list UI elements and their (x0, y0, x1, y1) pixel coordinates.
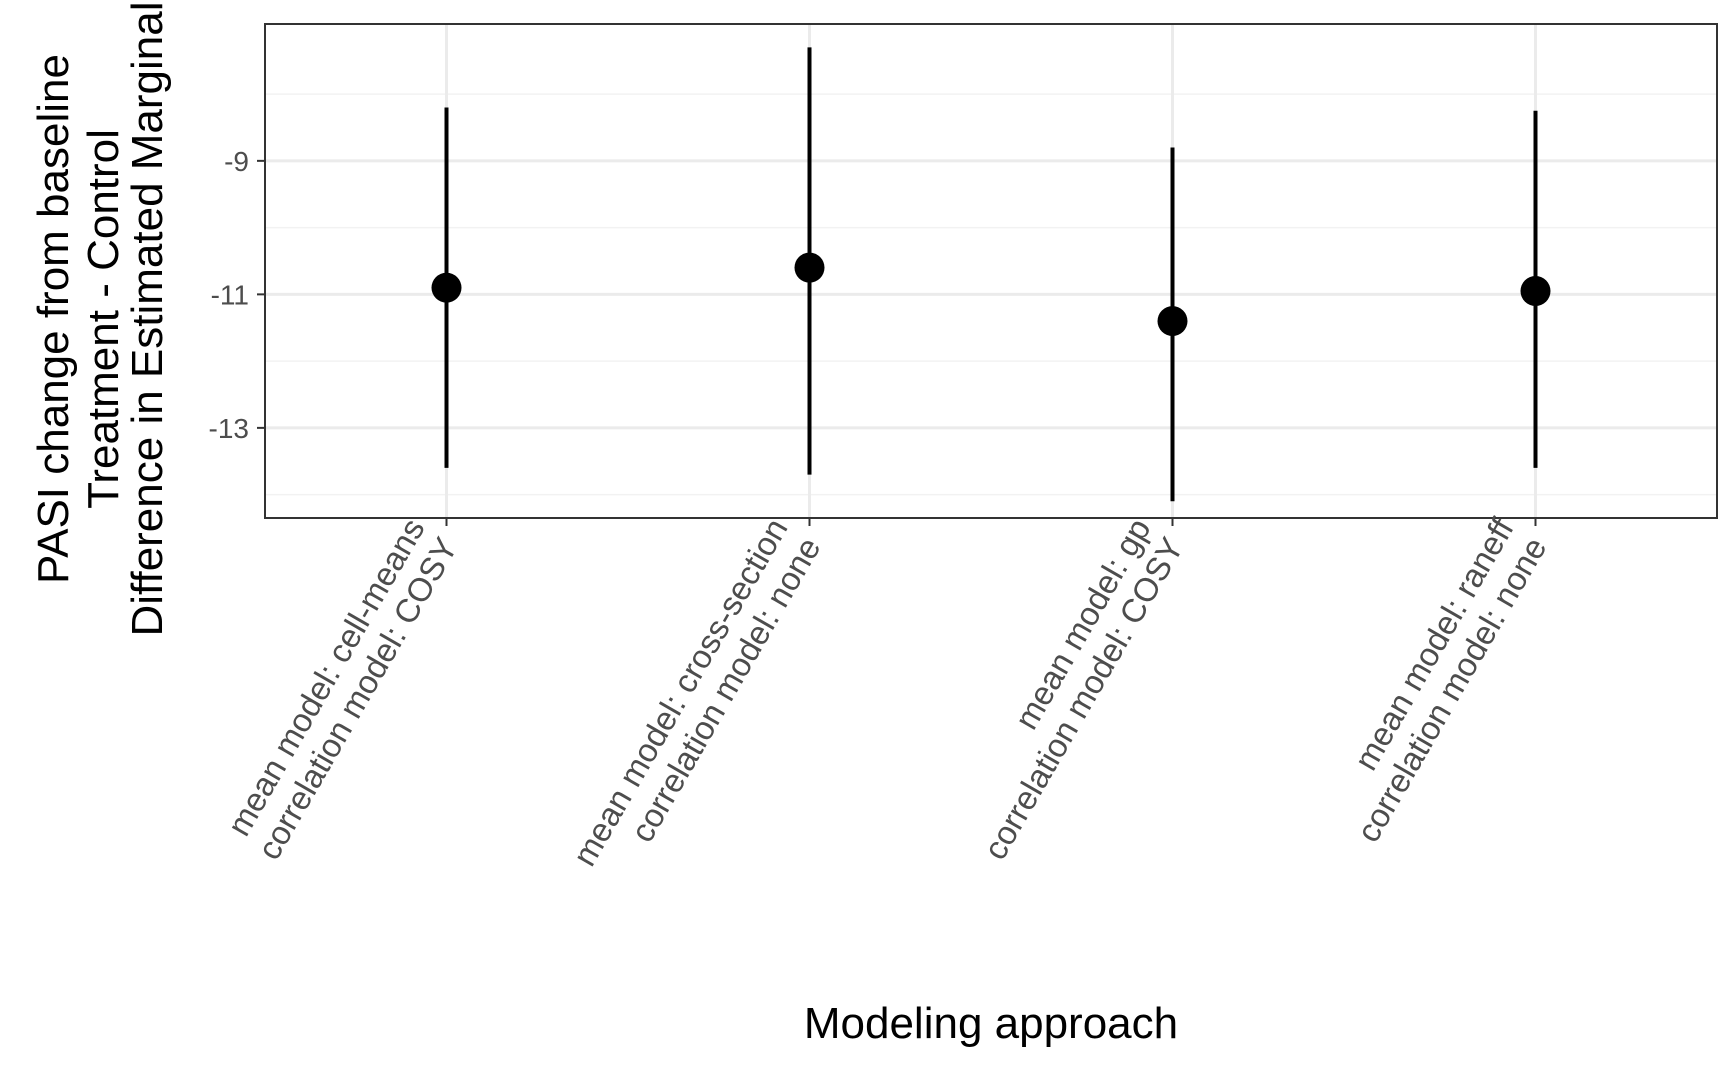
estimate-point (431, 272, 462, 303)
y-axis-title: PASI change from baselineTreatment - Con… (29, 1, 172, 636)
y-axis-title-line: PASI change from baseline (29, 54, 78, 584)
estimate-point (1520, 276, 1551, 307)
panel-border (264, 23, 1718, 519)
category-label-line: mean model: cell-means (220, 512, 432, 842)
category-label-line: correlation model: COSY (976, 531, 1191, 866)
axis-ticks (257, 159, 1537, 526)
estimate-point (1157, 306, 1188, 337)
y-tick-labels: -9 -11 -13 (209, 146, 249, 444)
data-layer (431, 47, 1551, 502)
estimate-point (794, 252, 825, 283)
x-axis-title: Modeling approach (804, 999, 1178, 1048)
category-label-line: mean model: cross-section (565, 512, 794, 872)
category-label-line: correlation model: COSY (250, 531, 465, 866)
y-tick-label: -11 (211, 279, 249, 310)
y-axis-title-line: Treatment - Control (79, 129, 128, 509)
y-axis-title-line: Difference in Estimated Marginal (123, 1, 172, 636)
y-tick-label: -13 (209, 413, 249, 444)
y-tick-label: -9 (224, 146, 249, 177)
grid-lines (265, 24, 1717, 518)
